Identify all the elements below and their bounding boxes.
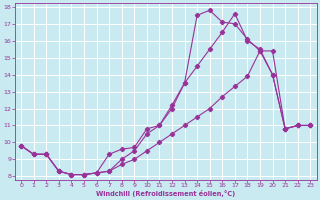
X-axis label: Windchill (Refroidissement éolien,°C): Windchill (Refroidissement éolien,°C) [96,190,235,197]
